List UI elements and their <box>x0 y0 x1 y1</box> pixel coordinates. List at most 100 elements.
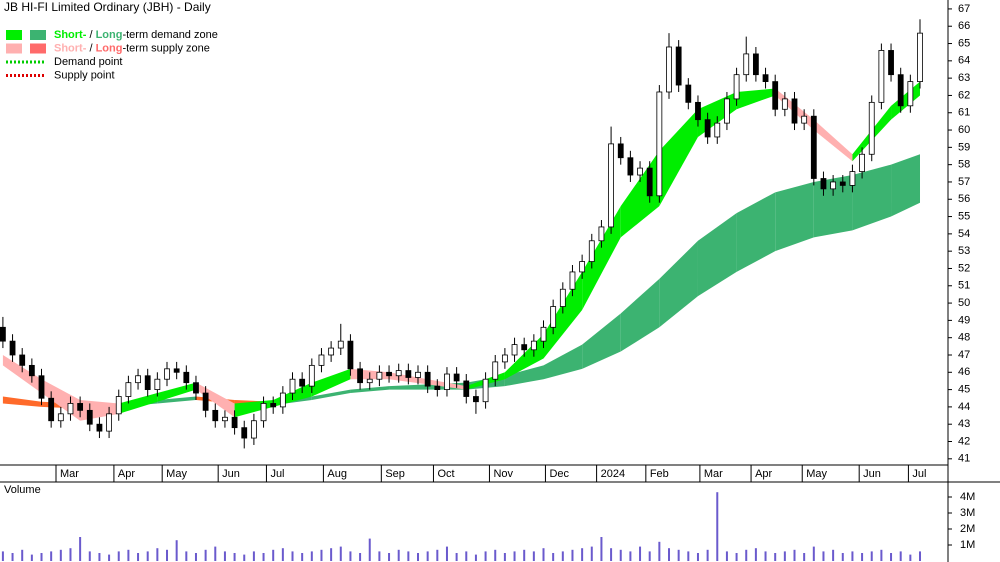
candle-body <box>115 396 122 415</box>
volume-bar <box>281 548 284 561</box>
volume-bar <box>417 553 420 561</box>
zone-segment <box>736 88 776 110</box>
zone-segment <box>775 181 814 252</box>
volume-label: Volume <box>4 484 41 496</box>
volume-bar <box>378 551 381 561</box>
volume-bar <box>194 553 197 561</box>
zone-segment <box>582 313 621 369</box>
volume-bar <box>899 551 902 561</box>
candle-body <box>96 423 103 432</box>
legend-text: -term demand zone <box>122 29 217 41</box>
volume-bar <box>146 551 149 561</box>
volume-bar <box>1 551 4 561</box>
volume-bar <box>330 548 333 561</box>
volume-bar <box>426 551 429 561</box>
candle-body <box>917 32 923 82</box>
candle-body <box>878 50 885 103</box>
x-tick-label: 2024 <box>601 468 625 480</box>
candle-body <box>743 53 750 76</box>
volume-bar <box>696 553 699 561</box>
x-tick-label: Dec <box>549 468 569 480</box>
volume-bar <box>465 551 468 561</box>
candle-body <box>501 354 508 363</box>
candle-body <box>791 98 798 124</box>
y-tick-label: 59 <box>958 141 970 153</box>
candle-body <box>569 271 576 290</box>
y-tick-label: 47 <box>958 349 970 361</box>
candle-body <box>424 371 431 387</box>
candle-body <box>559 288 566 307</box>
x-tick-label: May <box>166 468 187 480</box>
volume-bar <box>841 553 844 561</box>
volume-bar <box>890 553 893 561</box>
candle-body <box>666 46 672 93</box>
volume-bar <box>262 553 265 561</box>
candle-body <box>434 385 441 390</box>
candle-body <box>598 226 605 242</box>
zone-segment <box>543 344 583 380</box>
y-tick-label: 55 <box>958 210 970 222</box>
candle-body <box>695 101 701 121</box>
candle-body <box>511 344 518 356</box>
candle-body <box>202 392 209 411</box>
candle-body <box>656 91 663 197</box>
volume-bar <box>484 551 487 561</box>
candle-body <box>530 340 537 351</box>
y-tick-label: 64 <box>958 55 970 67</box>
zone-segment <box>659 109 698 207</box>
volume-bar <box>658 541 661 561</box>
volume-bar <box>127 549 130 561</box>
volume-bar <box>561 551 564 561</box>
volume-bar <box>339 546 342 561</box>
chart-title: JB HI-FI Limited Ordinary (JBH) - Daily <box>4 0 211 14</box>
candle-body <box>646 167 653 197</box>
legend-text: / <box>86 29 95 41</box>
zone-segment <box>2 396 42 407</box>
x-tick-label: Apr <box>118 468 135 480</box>
volume-bar <box>88 551 91 561</box>
candle-body <box>308 364 315 387</box>
x-tick-label: Mar <box>704 468 723 480</box>
legend-text: Long <box>96 42 123 54</box>
candle-body <box>183 371 190 384</box>
y-tick-label: 63 <box>958 72 970 84</box>
zone-segment <box>891 81 921 120</box>
volume-tick-label: 2M <box>960 523 975 535</box>
candle-body <box>222 416 228 422</box>
candle-body <box>617 143 624 159</box>
zone-segment <box>389 384 428 390</box>
volume-bar <box>619 549 622 561</box>
candle-body <box>444 373 450 390</box>
zone-segment <box>852 164 892 231</box>
volume-pane: Volume 1M 2M 3M 4M <box>1 484 975 561</box>
candle-body <box>347 340 354 370</box>
y-tick-label: 46 <box>958 366 970 378</box>
volume-bar <box>812 546 815 561</box>
volume-bar <box>98 553 101 561</box>
volume-bar <box>21 549 24 561</box>
y-tick-label: 60 <box>958 124 970 136</box>
zone-segment <box>157 396 196 404</box>
candle-body <box>19 354 26 366</box>
volume-bar <box>600 537 603 561</box>
volume-bar <box>166 549 169 561</box>
candle-body <box>473 396 479 403</box>
y-tick-label: 51 <box>958 280 970 292</box>
candle-body <box>366 378 373 384</box>
volume-bar <box>69 548 72 561</box>
zone-segment <box>659 240 698 328</box>
candle-body <box>704 119 711 138</box>
candle-body <box>521 344 528 351</box>
candle-body <box>849 171 856 186</box>
candle-body <box>897 74 904 107</box>
candle-body <box>193 382 199 394</box>
candle-body <box>675 46 682 86</box>
candle-body <box>299 378 306 387</box>
candle-body <box>714 122 721 138</box>
volume-bar <box>494 549 497 561</box>
candle-body <box>463 380 470 397</box>
candle-body <box>376 371 383 380</box>
candle-body <box>173 368 180 373</box>
y-tick-label: 43 <box>958 418 970 430</box>
candle-body <box>386 371 392 377</box>
